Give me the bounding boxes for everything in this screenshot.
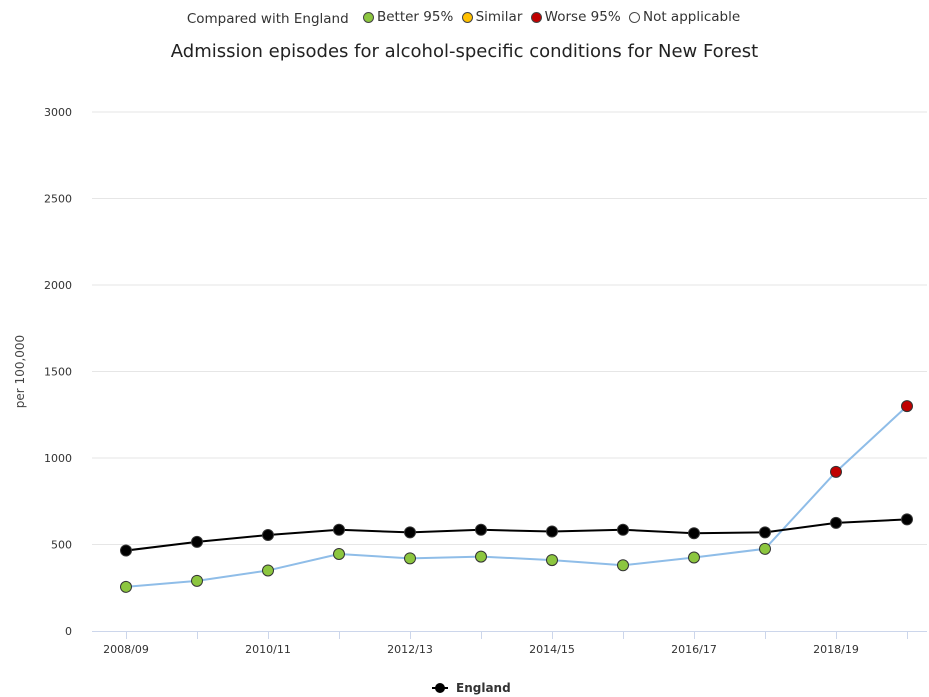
data-point [759, 542, 771, 555]
chart-title: Admission episodes for alcohol-specific … [170, 41, 759, 62]
data-point [475, 550, 487, 563]
data-point [688, 551, 700, 564]
y-tick-label: 3000 [44, 106, 72, 119]
series-group [120, 400, 913, 593]
grid-lines [92, 111, 927, 545]
data-point [546, 554, 558, 567]
series-line [125, 518, 908, 552]
data-point [404, 552, 416, 565]
x-tick-label: 2012/13 [387, 643, 433, 656]
x-axis: 2008/09 2010/11 2012/13 2014/15 2016/17 2018/… [92, 631, 927, 656]
x-tick-label: 2014/15 [529, 643, 575, 656]
x-tick-label: 2008/09 [103, 643, 149, 656]
key-item-similar: Similar [461, 9, 523, 25]
data-point [262, 564, 274, 577]
series-line [125, 405, 908, 588]
data-point [191, 535, 203, 548]
x-tick-label: 2010/11 [245, 643, 291, 656]
key-label-worse: Worse 95% [544, 9, 621, 25]
y-axis-label: per 100,000 [13, 335, 27, 408]
key-label-not-applicable: Not applicable [642, 9, 741, 25]
legend[interactable]: England [432, 681, 511, 695]
y-tick-label: 0 [65, 625, 72, 638]
y-tick-label: 2000 [44, 279, 72, 292]
key-lead-text: Compared with England [186, 10, 349, 27]
data-point [830, 465, 842, 478]
y-tick-label: 2500 [44, 193, 72, 206]
y-tick-label: 500 [51, 539, 72, 552]
data-point [759, 526, 771, 539]
series-new-forest [120, 400, 913, 593]
key-label-better: Better 95% [376, 9, 454, 25]
data-point [901, 400, 913, 413]
not-applicable-dot-icon [628, 11, 640, 23]
x-tick-label: 2016/17 [671, 643, 717, 656]
legend-england-marker [435, 683, 445, 693]
key-item-worse: Worse 95% [530, 9, 621, 25]
better-dot-icon [362, 11, 374, 23]
data-point [120, 544, 132, 557]
data-point [546, 525, 558, 538]
similar-dot-icon [461, 11, 473, 23]
data-point [475, 523, 487, 536]
data-point [617, 559, 629, 572]
data-point [333, 523, 345, 536]
data-point [688, 527, 700, 540]
data-point [617, 523, 629, 536]
key-label-similar: Similar [475, 9, 523, 25]
data-point [262, 528, 274, 541]
comparison-key: Compared with England Better 95% Similar… [0, 9, 929, 27]
key-item-better: Better 95% [362, 9, 454, 25]
worse-dot-icon [530, 11, 542, 23]
x-tick-label: 2018/19 [813, 643, 859, 656]
data-point [404, 526, 416, 539]
data-point [901, 513, 913, 526]
key-item-not-applicable: Not applicable [628, 9, 741, 25]
data-point [120, 580, 132, 593]
data-point [191, 574, 203, 587]
data-point [830, 516, 842, 529]
series-england [120, 513, 913, 557]
y-tick-label: 1500 [44, 366, 72, 379]
y-axis: 0 500 1000 1500 2000 2500 3000 [44, 106, 72, 638]
data-point [333, 548, 345, 561]
y-tick-label: 1000 [44, 452, 72, 465]
legend-england-label: England [456, 681, 511, 695]
